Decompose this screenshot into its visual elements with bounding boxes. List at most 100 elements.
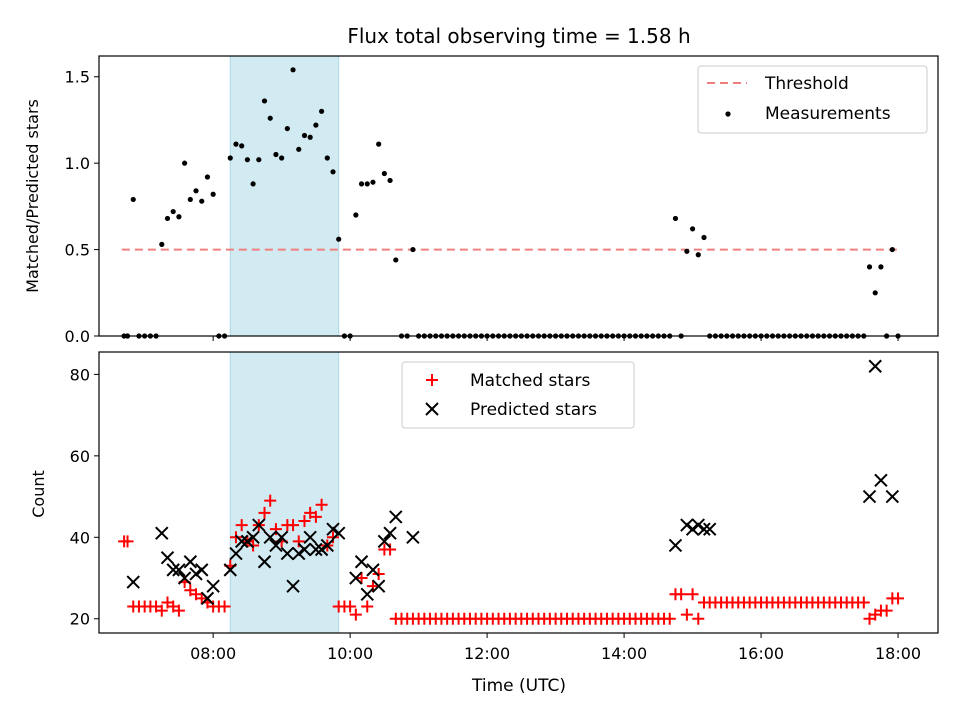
measurement-point xyxy=(250,181,256,187)
predicted-star-marker xyxy=(354,555,369,569)
x-tick-label: 16:00 xyxy=(738,644,784,663)
predicted-star-marker xyxy=(292,546,306,561)
predicted-star-marker xyxy=(183,555,198,569)
predicted-star-marker xyxy=(697,522,711,536)
predicted-star-marker xyxy=(206,579,220,593)
matched-star-marker xyxy=(361,600,374,613)
measurement-point xyxy=(210,191,216,197)
x-axis-label: Time (UTC) xyxy=(471,676,566,696)
matched-star-marker xyxy=(680,608,693,621)
x-tick-label: 12:00 xyxy=(464,644,510,663)
matched-star-marker xyxy=(344,600,357,613)
predicted-star-marker xyxy=(229,546,243,561)
legend-predicted-label: Predicted stars xyxy=(470,400,597,420)
top-plot-frame xyxy=(98,55,939,337)
measurement-point xyxy=(296,146,302,152)
predicted-star-marker xyxy=(234,534,249,549)
matched-star-marker xyxy=(372,567,385,580)
bottom-legend-box xyxy=(401,361,635,429)
top-observing-span xyxy=(229,55,340,337)
predicted-star-marker xyxy=(326,522,340,536)
predicted-star-marker xyxy=(406,530,420,545)
measurement-point xyxy=(244,157,250,163)
matched-star-marker xyxy=(258,506,271,519)
measurement-point xyxy=(227,155,233,161)
predicted-star-marker xyxy=(166,563,180,577)
measurement-point xyxy=(284,125,290,132)
matched-stars-points xyxy=(118,494,905,625)
top-panel: 0.0 0.5 1.0 1.5 Matched/Predicted stars Thr… xyxy=(23,55,939,346)
matched-star-marker xyxy=(366,580,379,593)
measurement-point xyxy=(182,160,188,166)
predicted-star-marker xyxy=(349,571,363,585)
predicted-star-marker xyxy=(195,563,209,577)
predicted-star-marker xyxy=(314,542,329,557)
predicted-star-marker xyxy=(252,518,266,532)
matched-star-marker xyxy=(218,600,231,613)
matched-star-marker xyxy=(121,535,134,548)
predicted-star-marker xyxy=(680,518,694,532)
predicted-star-marker xyxy=(371,579,386,593)
predicted-star-marker xyxy=(874,473,888,487)
measurement-point xyxy=(689,226,696,232)
predicted-star-marker xyxy=(377,534,392,549)
matched-star-marker xyxy=(349,608,362,621)
predicted-star-marker xyxy=(303,530,317,545)
measurement-point xyxy=(193,188,199,194)
y-tick-label: 0.5 xyxy=(65,241,90,260)
measurement-point xyxy=(695,252,701,258)
measurement-point xyxy=(387,177,393,184)
chart-title: Flux total observing time = 1.58 h xyxy=(347,24,690,48)
matched-star-marker xyxy=(327,531,340,544)
predicted-star-marker xyxy=(702,522,717,536)
predicted-star-marker xyxy=(389,510,403,524)
measurement-point xyxy=(290,67,296,73)
predicted-star-marker xyxy=(309,542,323,557)
matched-star-marker xyxy=(229,531,242,544)
predicted-star-marker xyxy=(280,546,295,561)
y-tick-label: 1.0 xyxy=(65,154,90,173)
matched-star-marker xyxy=(384,543,397,556)
predicted-star-marker xyxy=(257,555,272,569)
top-legend: Threshold Measurements xyxy=(697,65,928,134)
x-tick-label: 08:00 xyxy=(190,644,236,663)
bottom-observing-span xyxy=(229,351,340,634)
matched-star-marker xyxy=(155,604,168,617)
matched-star-marker xyxy=(172,604,185,617)
predicted-star-marker xyxy=(297,542,312,557)
predicted-star-marker xyxy=(126,575,140,589)
matched-star-marker xyxy=(675,588,688,601)
bottom-x-ticks: 08:00 10:00 12:00 14:00 16:00 18:00 xyxy=(190,633,921,663)
measurement-point xyxy=(410,246,416,253)
measurement-point xyxy=(684,248,690,254)
measurement-point xyxy=(866,264,873,270)
predicted-star-marker xyxy=(189,567,203,581)
matched-star-marker xyxy=(269,523,282,536)
top-y-axis-label: Matched/Predicted stars xyxy=(23,99,42,293)
predicted-star-marker xyxy=(885,489,900,504)
matched-star-marker xyxy=(692,612,705,625)
y-tick-label: 80 xyxy=(70,365,90,384)
y-tick-label: 40 xyxy=(70,528,90,547)
x-tick-label: 10:00 xyxy=(327,644,373,663)
measurement-point xyxy=(233,141,239,147)
x-tick-label: 14:00 xyxy=(601,644,647,663)
measurement-point xyxy=(239,143,245,149)
predicted-star-marker xyxy=(691,518,705,532)
measurement-point xyxy=(267,115,273,121)
measurement-point xyxy=(330,169,336,175)
measurement-point xyxy=(261,98,268,104)
y-tick-label: 0.0 xyxy=(65,327,90,346)
measurement-point xyxy=(393,257,399,263)
matched-star-marker xyxy=(892,592,905,605)
measurement-point xyxy=(301,132,308,139)
measurement-point xyxy=(381,170,387,177)
predicted-star-marker xyxy=(286,579,300,593)
predicted-star-marker xyxy=(200,591,215,606)
matched-star-marker xyxy=(663,612,676,625)
predicted-star-marker xyxy=(223,563,237,577)
legend-matched-label: Matched stars xyxy=(470,371,590,391)
measurement-point xyxy=(376,141,382,147)
matched-star-marker xyxy=(264,494,277,507)
legend-matched-swatch xyxy=(426,374,438,386)
